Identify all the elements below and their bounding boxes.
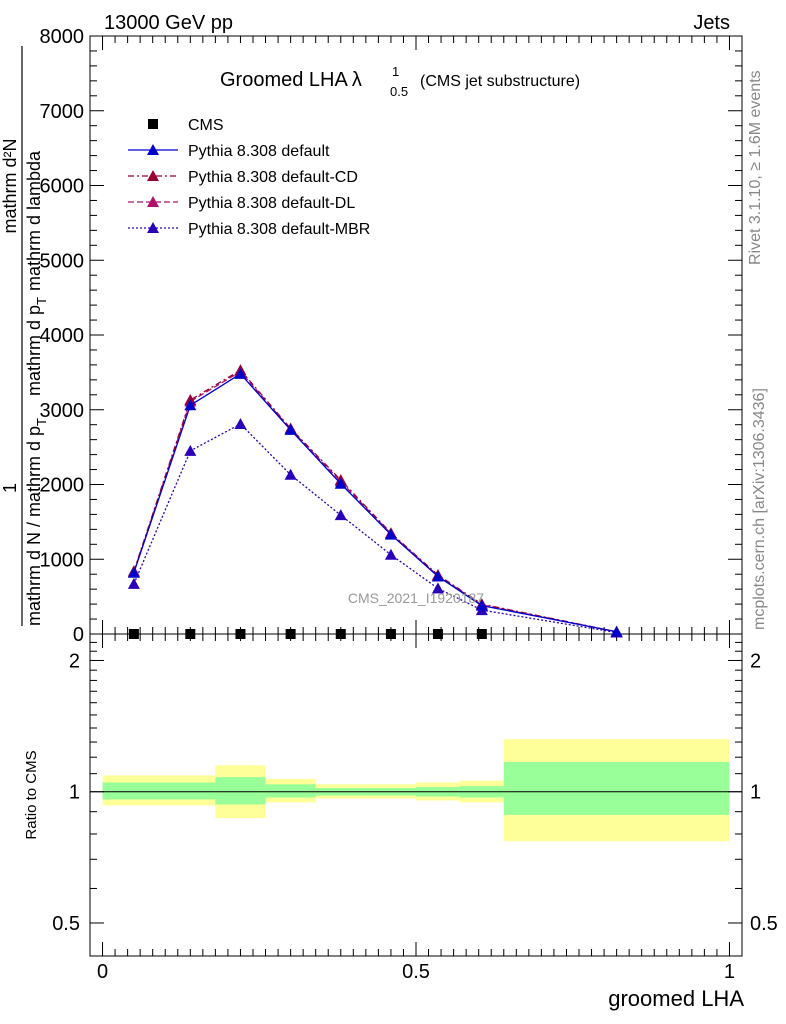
chart-title: Groomed LHA λ [220, 69, 362, 91]
title-superscript: 1 [392, 64, 399, 79]
xtick-label: 0 [97, 961, 108, 983]
series-point [234, 367, 247, 379]
ytick-label: 8000 [40, 26, 85, 48]
ytick-label: 4000 [40, 325, 85, 347]
header-right: Jets [693, 12, 730, 34]
xtick-label: 1 [724, 961, 735, 983]
ratio-ytick-label: 0.5 [52, 913, 80, 935]
legend-marker [148, 119, 158, 129]
data-point [185, 629, 196, 639]
series-line [133, 370, 617, 633]
legend-marker [147, 170, 159, 181]
ylabel-den-right-sub: T [34, 297, 49, 305]
series-point [127, 577, 140, 589]
ratio-ytick-label: 2 [69, 650, 80, 672]
ratio-ytick-label-right: 2 [750, 650, 761, 672]
ratio-band-inner-0 [102, 782, 216, 800]
ratio-ytick-label-right: 1 [750, 782, 761, 804]
data-point [285, 629, 296, 639]
ylabel-den-left-sub: T [34, 418, 49, 426]
legend-entry-2: Pythia 8.308 default-DL [128, 195, 355, 212]
legend-entry-0: Pythia 8.308 default [128, 143, 330, 160]
legend-marker [147, 222, 159, 233]
series-point [184, 444, 197, 456]
ratio-ytick-label: 1 [69, 782, 80, 804]
series-point [127, 566, 140, 578]
legend-marker [147, 144, 159, 155]
ratio-y-label: Ratio to CMS [23, 750, 40, 839]
legend-marker [147, 196, 159, 207]
series-point [184, 399, 197, 411]
series-point [431, 570, 444, 582]
ytick-label: 6000 [40, 176, 85, 198]
ratio-band-inner-7 [503, 761, 730, 815]
ylabel-num-right: mathrm d²N [0, 138, 20, 233]
ytick-label: 5000 [40, 250, 85, 272]
series-point [334, 477, 347, 489]
series-point [334, 509, 347, 521]
legend-entry-3: Pythia 8.308 default-MBR [128, 221, 370, 238]
series-point [431, 582, 444, 594]
series-point [475, 599, 488, 611]
legend-label: Pythia 8.308 default-CD [188, 169, 358, 186]
legend-label: Pythia 8.308 default-MBR [188, 221, 370, 238]
series-point [234, 417, 247, 429]
data-point [476, 629, 487, 639]
title-subscript: 0.5 [390, 84, 408, 99]
data-point [335, 629, 346, 639]
y-axis-label: 1 mathrm d²N mathrm d N / mathrm d pT ma… [0, 46, 49, 626]
data-point [432, 629, 443, 639]
ratio-bands [102, 739, 730, 842]
ylabel-den-right-text: mathrm d p [24, 305, 44, 396]
side-text-mcplots: mcplots.cern.ch [arXiv:1306.3436] [751, 388, 768, 630]
data-point [128, 629, 139, 639]
main-y-axis: 0 1000 2000 3000 4000 5000 6000 7000 8000 [40, 26, 742, 646]
ytick-label: 1000 [40, 549, 85, 571]
series-point [284, 468, 297, 480]
watermark: CMS_2021_I1920187 [348, 590, 484, 606]
title-lambda: λ [352, 69, 362, 91]
ylabel-den-left-text: mathrm d N / mathrm d p [24, 426, 44, 626]
title-note: (CMS jet substructure) [420, 73, 580, 90]
legend-entry-data: CMS [148, 117, 224, 134]
xtick-label: 0.5 [402, 961, 430, 983]
ytick-label: 3000 [40, 400, 85, 422]
ylabel-den-right-tail: mathrm d lambda [24, 150, 44, 291]
ratio-x-axis: 0 0.5 1 [97, 634, 735, 983]
data-point [385, 629, 396, 639]
series-point [384, 528, 397, 540]
legend: CMS Pythia 8.308 default Pythia 8.308 defa… [128, 117, 370, 238]
legend-label: Pythia 8.308 default-DL [188, 195, 355, 212]
series-point [610, 625, 623, 637]
ratio-ytick-label-right: 0.5 [750, 913, 778, 935]
side-text-rivet: Rivet 3.1.10, ≥ 1.6M events [747, 70, 764, 265]
ylabel-den-right: mathrm d pTmathrm d lambda [24, 150, 49, 396]
ytick-label: 0 [73, 624, 84, 646]
ratio-band-inner-2 [265, 784, 316, 798]
x-axis-label: groomed LHA [608, 986, 744, 1011]
ratio-band-inner-1 [215, 777, 266, 805]
legend-entry-1: Pythia 8.308 default-CD [128, 169, 358, 186]
header-left: 13000 GeV pp [104, 12, 233, 34]
data-series [128, 629, 487, 639]
title-main: Groomed LHA [220, 69, 348, 91]
series-point [384, 548, 397, 560]
ratio-y-axis: 0.5 0.5 1 1 2 2 [52, 641, 778, 935]
data-point [235, 629, 246, 639]
legend-label: CMS [188, 117, 224, 134]
legend-label: Pythia 8.308 default [188, 143, 330, 160]
ylabel-den-left: mathrm d N / mathrm d pT [24, 418, 49, 626]
ytick-label: 2000 [40, 475, 85, 497]
ytick-label: 7000 [40, 101, 85, 123]
series-point [284, 423, 297, 435]
series-0 [127, 367, 623, 637]
ylabel-num-left: 1 [0, 483, 20, 493]
series-layer [127, 364, 623, 639]
